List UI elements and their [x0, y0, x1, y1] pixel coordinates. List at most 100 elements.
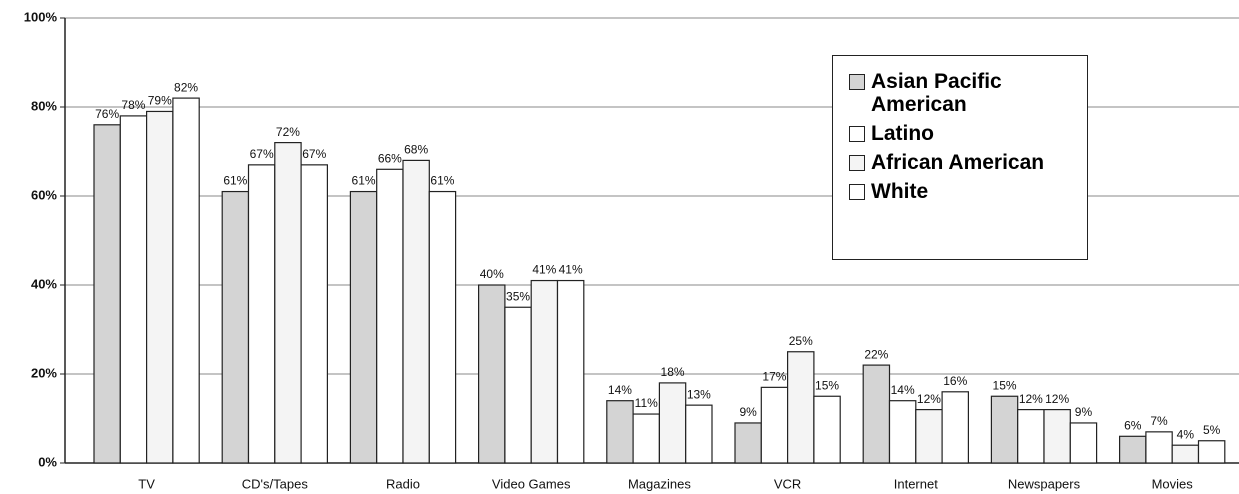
x-tick-label: Internet [894, 476, 938, 491]
y-tick-label: 60% [31, 187, 57, 202]
value-label: 79% [148, 94, 172, 108]
value-label: 18% [661, 365, 685, 379]
bar [1171, 444, 1200, 464]
bar [1043, 409, 1071, 464]
value-label: 22% [864, 347, 888, 361]
x-tick-label: Newspapers [1008, 476, 1081, 491]
value-label: 76% [95, 107, 119, 121]
bar [146, 110, 174, 464]
value-label: 67% [302, 147, 326, 161]
bar [349, 190, 378, 464]
bar [685, 404, 713, 464]
value-label: 9% [739, 405, 757, 419]
legend-label: Asian Pacific American [871, 70, 1002, 116]
value-label: 35% [506, 289, 530, 303]
bar [786, 351, 815, 464]
legend-label: White [871, 180, 929, 203]
value-label: 12% [1019, 392, 1043, 406]
x-tick-label: Magazines [628, 476, 691, 491]
value-label: 78% [121, 98, 145, 112]
bar [941, 391, 969, 464]
y-tick-label: 80% [31, 98, 57, 113]
value-label: 68% [404, 143, 428, 157]
legend-item: Latino [849, 122, 1049, 145]
bar [915, 409, 943, 464]
value-label: 6% [1124, 418, 1142, 432]
y-tick-label: 0% [38, 454, 57, 469]
bar [658, 382, 687, 464]
legend-item: African American [849, 151, 1049, 174]
bar [119, 115, 148, 464]
bar [1197, 440, 1226, 464]
value-label: 72% [276, 125, 300, 139]
value-label: 13% [687, 387, 711, 401]
bar [862, 364, 891, 464]
y-tick-label: 20% [31, 365, 57, 380]
bar [1118, 435, 1147, 464]
bar [556, 279, 585, 464]
value-label: 17% [762, 370, 786, 384]
y-tick-label: 100% [24, 9, 58, 24]
x-tick-label: VCR [774, 476, 801, 491]
bar [990, 395, 1019, 464]
value-label: 67% [250, 147, 274, 161]
value-label: 12% [1045, 392, 1069, 406]
value-label: 7% [1150, 414, 1168, 428]
y-tick-label: 40% [31, 276, 57, 291]
value-label: 14% [891, 383, 915, 397]
x-tick-label: Movies [1152, 476, 1194, 491]
bar [300, 164, 329, 464]
legend-swatch [849, 126, 865, 142]
bar [478, 284, 506, 464]
legend-label: Latino [871, 122, 934, 145]
value-label: 61% [430, 174, 454, 188]
x-tick-label: Radio [386, 476, 420, 491]
legend-swatch [849, 74, 865, 90]
bar [274, 142, 302, 464]
value-label: 11% [635, 396, 658, 410]
legend: Asian Pacific American Latino African Amer… [832, 55, 1088, 260]
legend-item: Asian Pacific American [849, 70, 1049, 116]
value-label: 66% [378, 151, 402, 165]
value-label: 5% [1203, 423, 1221, 437]
value-label: 12% [917, 392, 941, 406]
value-label: 9% [1075, 405, 1093, 419]
legend-swatch [849, 155, 865, 171]
value-label: 41% [532, 263, 556, 277]
value-label: 61% [223, 174, 247, 188]
legend-swatch [849, 184, 865, 200]
value-label: 61% [352, 174, 376, 188]
bar [760, 386, 789, 464]
bar [504, 306, 532, 464]
bar [530, 279, 559, 464]
bar [247, 164, 276, 464]
value-label: 16% [943, 374, 967, 388]
x-tick-label: CD's/Tapes [242, 476, 309, 491]
bar [376, 168, 404, 464]
bar [632, 413, 660, 464]
value-label: 4% [1177, 427, 1195, 441]
bar [402, 159, 430, 464]
x-tick-label: TV [138, 476, 155, 491]
bar [93, 124, 121, 464]
value-label: 15% [993, 378, 1017, 392]
value-label: 14% [608, 383, 632, 397]
value-label: 40% [480, 267, 504, 281]
bar [428, 190, 457, 464]
legend-label: African American [871, 151, 1045, 174]
bar [606, 400, 634, 464]
value-label: 82% [174, 80, 198, 94]
x-tick-label: Video Games [492, 476, 571, 491]
bar [734, 422, 762, 464]
bar [172, 97, 200, 464]
legend-item: White [849, 180, 1049, 203]
value-label: 41% [559, 263, 583, 277]
bar [1145, 431, 1173, 464]
bar [221, 190, 250, 464]
value-label: 25% [789, 334, 813, 348]
bar [813, 395, 841, 464]
value-label: 15% [815, 378, 839, 392]
bar [1069, 422, 1098, 464]
